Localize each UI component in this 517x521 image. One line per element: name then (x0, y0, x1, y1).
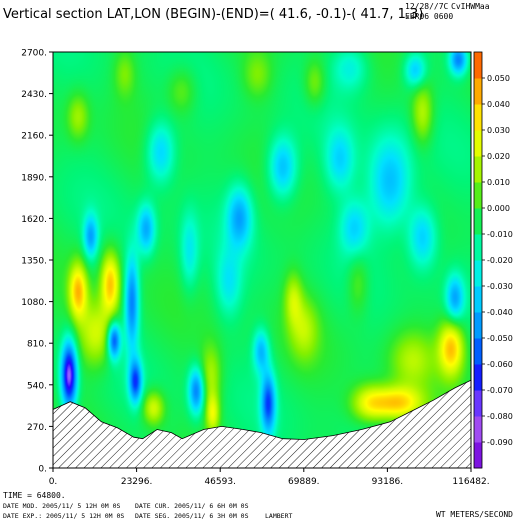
colorbar-tick-label: 0.030 (487, 126, 510, 135)
colorbar-tick-label: 0.020 (487, 152, 510, 161)
chart-title: Vertical section LAT,LON (BEGIN)-(END)=(… (3, 7, 423, 22)
colorbar-tick-label: -0.040 (487, 308, 513, 317)
colorbar-tick-label: -0.050 (487, 334, 513, 343)
date-mod: DATE MOD. 2005/11/ 5 12H 0M 0S (3, 502, 120, 510)
heatmap-field (53, 52, 471, 468)
y-tick-label: 1350. (21, 257, 47, 267)
y-tick-label: 270. (27, 423, 47, 433)
x-tick-label: 93186. (372, 477, 404, 487)
colorbar-tick-label: -0.020 (487, 256, 513, 265)
y-tick-label: 1890. (21, 173, 47, 183)
y-axis: 0. 270. 540. 810. 1080. 1350. 1620. 1890. 2160. 2… (21, 49, 53, 475)
y-tick-label: 1080. (21, 298, 47, 308)
colorbar-swatch (474, 312, 482, 339)
x-tick-label: 116482. (452, 477, 489, 487)
colorbar-swatch (474, 286, 482, 313)
header-stamp-2: CvIHWMaa (451, 2, 490, 11)
y-tick-label: 1620. (21, 215, 47, 225)
colorbar-swatch (474, 182, 482, 209)
colorbar-tick-label: -0.030 (487, 282, 513, 291)
date-seg: DATE SEG. 2005/11/ 6 3H 0M 0S (135, 512, 249, 520)
y-tick-label: 2430. (21, 90, 47, 100)
colorbar-swatch (474, 260, 482, 287)
colorbar-tick-label: -0.060 (487, 360, 513, 369)
colorbar-swatch (474, 52, 482, 79)
x-tick-label: 0. (49, 477, 58, 487)
colorbar-tick-label: -0.070 (487, 386, 513, 395)
colorbar-tick-label: 0.040 (487, 100, 510, 109)
colorbar-tick-label: 0.050 (487, 74, 510, 83)
y-tick-label: 0. (38, 465, 47, 475)
colorbar-tick-label: 0.010 (487, 178, 510, 187)
colorbar-tick-label: -0.010 (487, 230, 513, 239)
header-stamp-1: 12/28//7C (405, 2, 449, 11)
colorbar-swatch (474, 416, 482, 443)
colorbar-swatch (474, 338, 482, 365)
colorbar-swatch (474, 78, 482, 105)
terrain-hatch (53, 379, 471, 468)
colorbar-swatch (474, 364, 482, 391)
colorbar-swatch (474, 442, 482, 469)
colorbar-swatch (474, 130, 482, 157)
colorbar-tick-label: 0.000 (487, 204, 510, 213)
plot-area (53, 52, 471, 468)
colorbar-swatch (474, 208, 482, 235)
x-axis: 0. 23296. 46593. 69889. 93186. 116482. (49, 468, 490, 487)
colorbar: 0.050 0.040 0.030 0.020 0.010 0.000 -0.010 -0.0… (473, 51, 513, 469)
header-stamp-3: EBR06 0600 (405, 12, 453, 21)
projection-label: LAMBERT (265, 512, 292, 520)
y-tick-label: 540. (27, 381, 47, 391)
colorbar-swatch (474, 390, 482, 417)
x-tick-label: 23296. (121, 477, 153, 487)
colorbar-swatch (474, 104, 482, 131)
x-tick-label: 69889. (288, 477, 320, 487)
date-cur: DATE CUR. 2005/11/ 6 6H 0M 0S (135, 502, 249, 510)
colorbar-swatch (474, 156, 482, 183)
y-tick-label: 2160. (21, 132, 47, 142)
colorbar-tick-label: -0.080 (487, 412, 513, 421)
colorbar-tick-label: -0.090 (487, 438, 513, 447)
time-label: TIME = 64800. (3, 491, 66, 500)
units-label: WT METERS/SECOND (436, 510, 513, 519)
date-exp: DATE EXP.: 2005/11/ 5 12H 0M 0S (3, 512, 124, 520)
x-tick-label: 46593. (204, 477, 236, 487)
y-tick-label: 2700. (21, 49, 47, 59)
y-tick-label: 810. (27, 340, 47, 350)
colorbar-swatch (474, 234, 482, 261)
